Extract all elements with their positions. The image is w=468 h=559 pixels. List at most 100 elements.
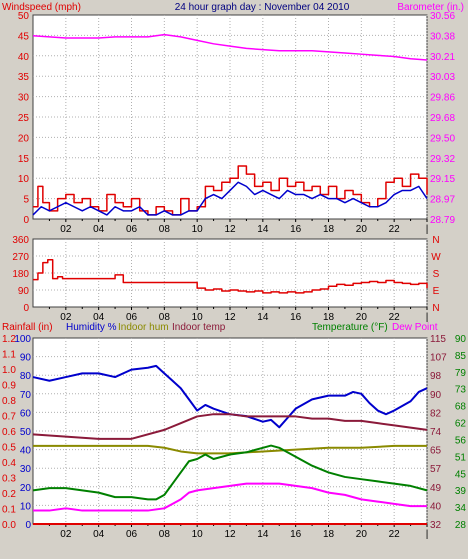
x-tick-label: 02 [60,529,72,540]
x-tick-label: 06 [126,312,138,323]
humidity-tick-label: 0 [25,520,31,531]
dewpoint-tick-label: 90 [455,334,467,345]
series-line-indoor-hum [33,444,427,455]
humidity-tick-label: 60 [20,408,32,419]
y-tick-label: E [433,286,440,297]
x-tick-label: 08 [159,529,171,540]
y-tick-label: N [432,235,439,246]
temperature-tick-label: 90 [430,390,442,401]
x-tick-label: 06 [126,529,138,540]
y-tick-label: 10 [18,174,30,185]
rain-tick-label: 0.8 [2,396,16,407]
series-line-barometer [32,33,428,61]
series-line-wind-direction [33,259,428,294]
legend-item: Indoor hum [118,322,169,333]
y-tick-label: 180 [12,269,29,280]
dewpoint-tick-label: 45 [455,469,467,480]
x-tick-label: 22 [389,224,401,235]
x-tick-label: 04 [93,312,105,323]
rain-tick-label: 0.9 [2,381,16,392]
y-tick-label: 29.68 [430,113,455,124]
x-tick-label: 22 [389,312,401,323]
x-tick-label: 22 [389,529,401,540]
y-tick-label: 30 [18,93,30,104]
chart-title: 24 hour graph day : November 04 2010 [175,2,350,13]
x-tick-label: 18 [323,529,335,540]
rain-tick-label: 0.7 [2,412,16,423]
x-tick-label: 14 [257,312,269,323]
legend-item: Dew Point [392,322,438,333]
y-tick-label: 360 [12,235,29,246]
barometer-axis-title: Barometer (in.) [397,2,464,13]
y-tick-label: 15 [18,154,30,165]
x-tick-label: | [426,224,429,235]
y-tick-label: 30.56 [430,11,455,22]
rain-tick-label: 1.0 [2,365,16,376]
humidity-tick-label: 70 [20,390,32,401]
x-tick-label: 02 [60,224,72,235]
rain-tick-label: 1.1 [2,350,16,361]
y-tick-label: 28.79 [430,215,455,226]
y-tick-label: 28.97 [430,195,455,206]
dewpoint-tick-label: 39 [455,486,467,497]
rain-tick-label: 0.2 [2,489,16,500]
humidity-tick-label: 30 [20,464,32,475]
series-line-dew-point [33,482,427,512]
humidity-tick-label: 90 [20,353,32,364]
x-tick-label: 10 [192,529,204,540]
x-tick-label: 20 [356,529,368,540]
rain-tick-label: 1.2 [2,334,16,345]
x-tick-label: 06 [126,224,138,235]
humidity-tick-label: 100 [14,334,31,345]
dewpoint-tick-label: 28 [455,520,467,531]
rain-tick-label: 0.0 [2,520,16,531]
rain-tick-label: 0.5 [2,443,16,454]
x-tick-label: 12 [224,224,236,235]
series-line-windspeed [33,165,428,216]
y-tick-label: 45 [18,31,30,42]
series-line-temperature-f- [32,444,428,501]
windspeed-axis-title: Windspeed (mph) [2,2,81,13]
y-tick-label: S [433,269,440,280]
legend-item: Rainfall (in) [2,322,53,333]
series-line-indoor-temp [32,413,428,440]
x-tick-label: 10 [192,224,204,235]
y-tick-label: W [431,252,441,263]
legend-item: Indoor temp [172,322,226,333]
dewpoint-tick-label: 85 [455,351,467,362]
dewpoint-tick-label: 51 [455,452,467,463]
y-tick-label: 30.38 [430,31,455,42]
humidity-tick-label: 20 [20,483,32,494]
humidity-tick-label: 10 [20,501,32,512]
y-tick-label: 29.86 [430,93,455,104]
y-tick-label: 50 [18,11,30,22]
x-tick-label: 18 [323,224,335,235]
y-tick-label: 29.50 [430,133,455,144]
y-tick-label: 30.03 [430,72,455,83]
y-tick-label: 0 [23,215,29,226]
x-tick-label: 20 [356,224,368,235]
y-tick-label: 29.32 [430,154,455,165]
humidity-tick-label: 40 [20,446,32,457]
y-tick-label: 20 [18,133,30,144]
dewpoint-tick-label: 56 [455,435,467,446]
x-tick-label: 04 [93,529,105,540]
rain-tick-label: 0.1 [2,505,16,516]
humidity-tick-label: 50 [20,427,32,438]
temperature-tick-label: 40 [430,501,442,512]
x-tick-label: 16 [290,224,302,235]
temperature-tick-label: 74 [430,427,442,438]
temperature-tick-label: 98 [430,371,442,382]
dewpoint-tick-label: 68 [455,402,467,413]
y-tick-label: 270 [12,252,29,263]
temperature-tick-label: 49 [430,483,442,494]
dewpoint-tick-label: 73 [455,385,467,396]
x-tick-label: 18 [323,312,335,323]
temperature-tick-label: 57 [430,464,442,475]
x-tick-label: 12 [224,312,236,323]
y-tick-label: 29.15 [430,174,455,185]
rain-tick-label: 0.6 [2,427,16,438]
temperature-tick-label: 32 [430,520,442,531]
rain-tick-label: 0.3 [2,474,16,485]
y-tick-label: 0 [23,303,29,314]
